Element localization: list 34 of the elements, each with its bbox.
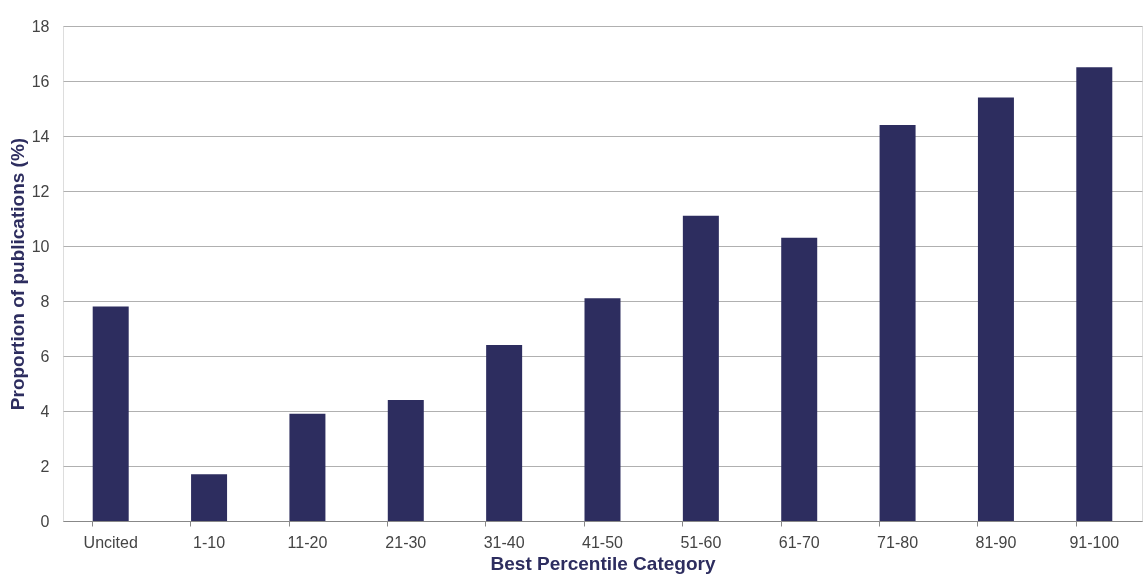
- y-tick-label: 0: [40, 512, 50, 530]
- x-tick-label: 41-50: [582, 533, 624, 551]
- y-axis-title: Proportion of publications (%): [6, 137, 28, 411]
- x-tick-label: 91-100: [1069, 533, 1120, 551]
- x-tick-label: 71-80: [877, 533, 919, 551]
- bar: [486, 345, 523, 521]
- bar: [879, 125, 916, 521]
- x-axis-title: Best Percentile Category: [490, 552, 716, 574]
- x-tick-label: 1-10: [193, 533, 226, 551]
- bar: [92, 306, 129, 521]
- y-tick-label: 12: [31, 182, 50, 200]
- y-tick-label: 2: [40, 457, 50, 475]
- y-tick-label: 8: [40, 292, 50, 310]
- y-tick-label: 4: [40, 402, 50, 420]
- x-tick-label: 31-40: [483, 533, 525, 551]
- bar: [682, 215, 719, 521]
- bar: [1076, 67, 1113, 521]
- x-tick-label: Uncited: [83, 533, 138, 551]
- y-tick-label: 18: [31, 17, 50, 35]
- bar: [289, 413, 326, 521]
- bar: [977, 97, 1014, 521]
- bar: [781, 237, 818, 521]
- x-tick-label: 81-90: [975, 533, 1017, 551]
- y-tick-label: 10: [31, 237, 50, 255]
- y-tick-label: 14: [31, 127, 50, 145]
- x-tick-label: 21-30: [385, 533, 427, 551]
- bar: [584, 298, 621, 521]
- y-tick-label: 16: [31, 72, 50, 90]
- x-tick-label: 51-60: [680, 533, 722, 551]
- x-tick-label: 11-20: [287, 533, 328, 551]
- bar: [387, 400, 424, 521]
- y-tick-label: 6: [40, 347, 50, 365]
- x-tick-label: 61-70: [778, 533, 820, 551]
- bar: [191, 474, 228, 521]
